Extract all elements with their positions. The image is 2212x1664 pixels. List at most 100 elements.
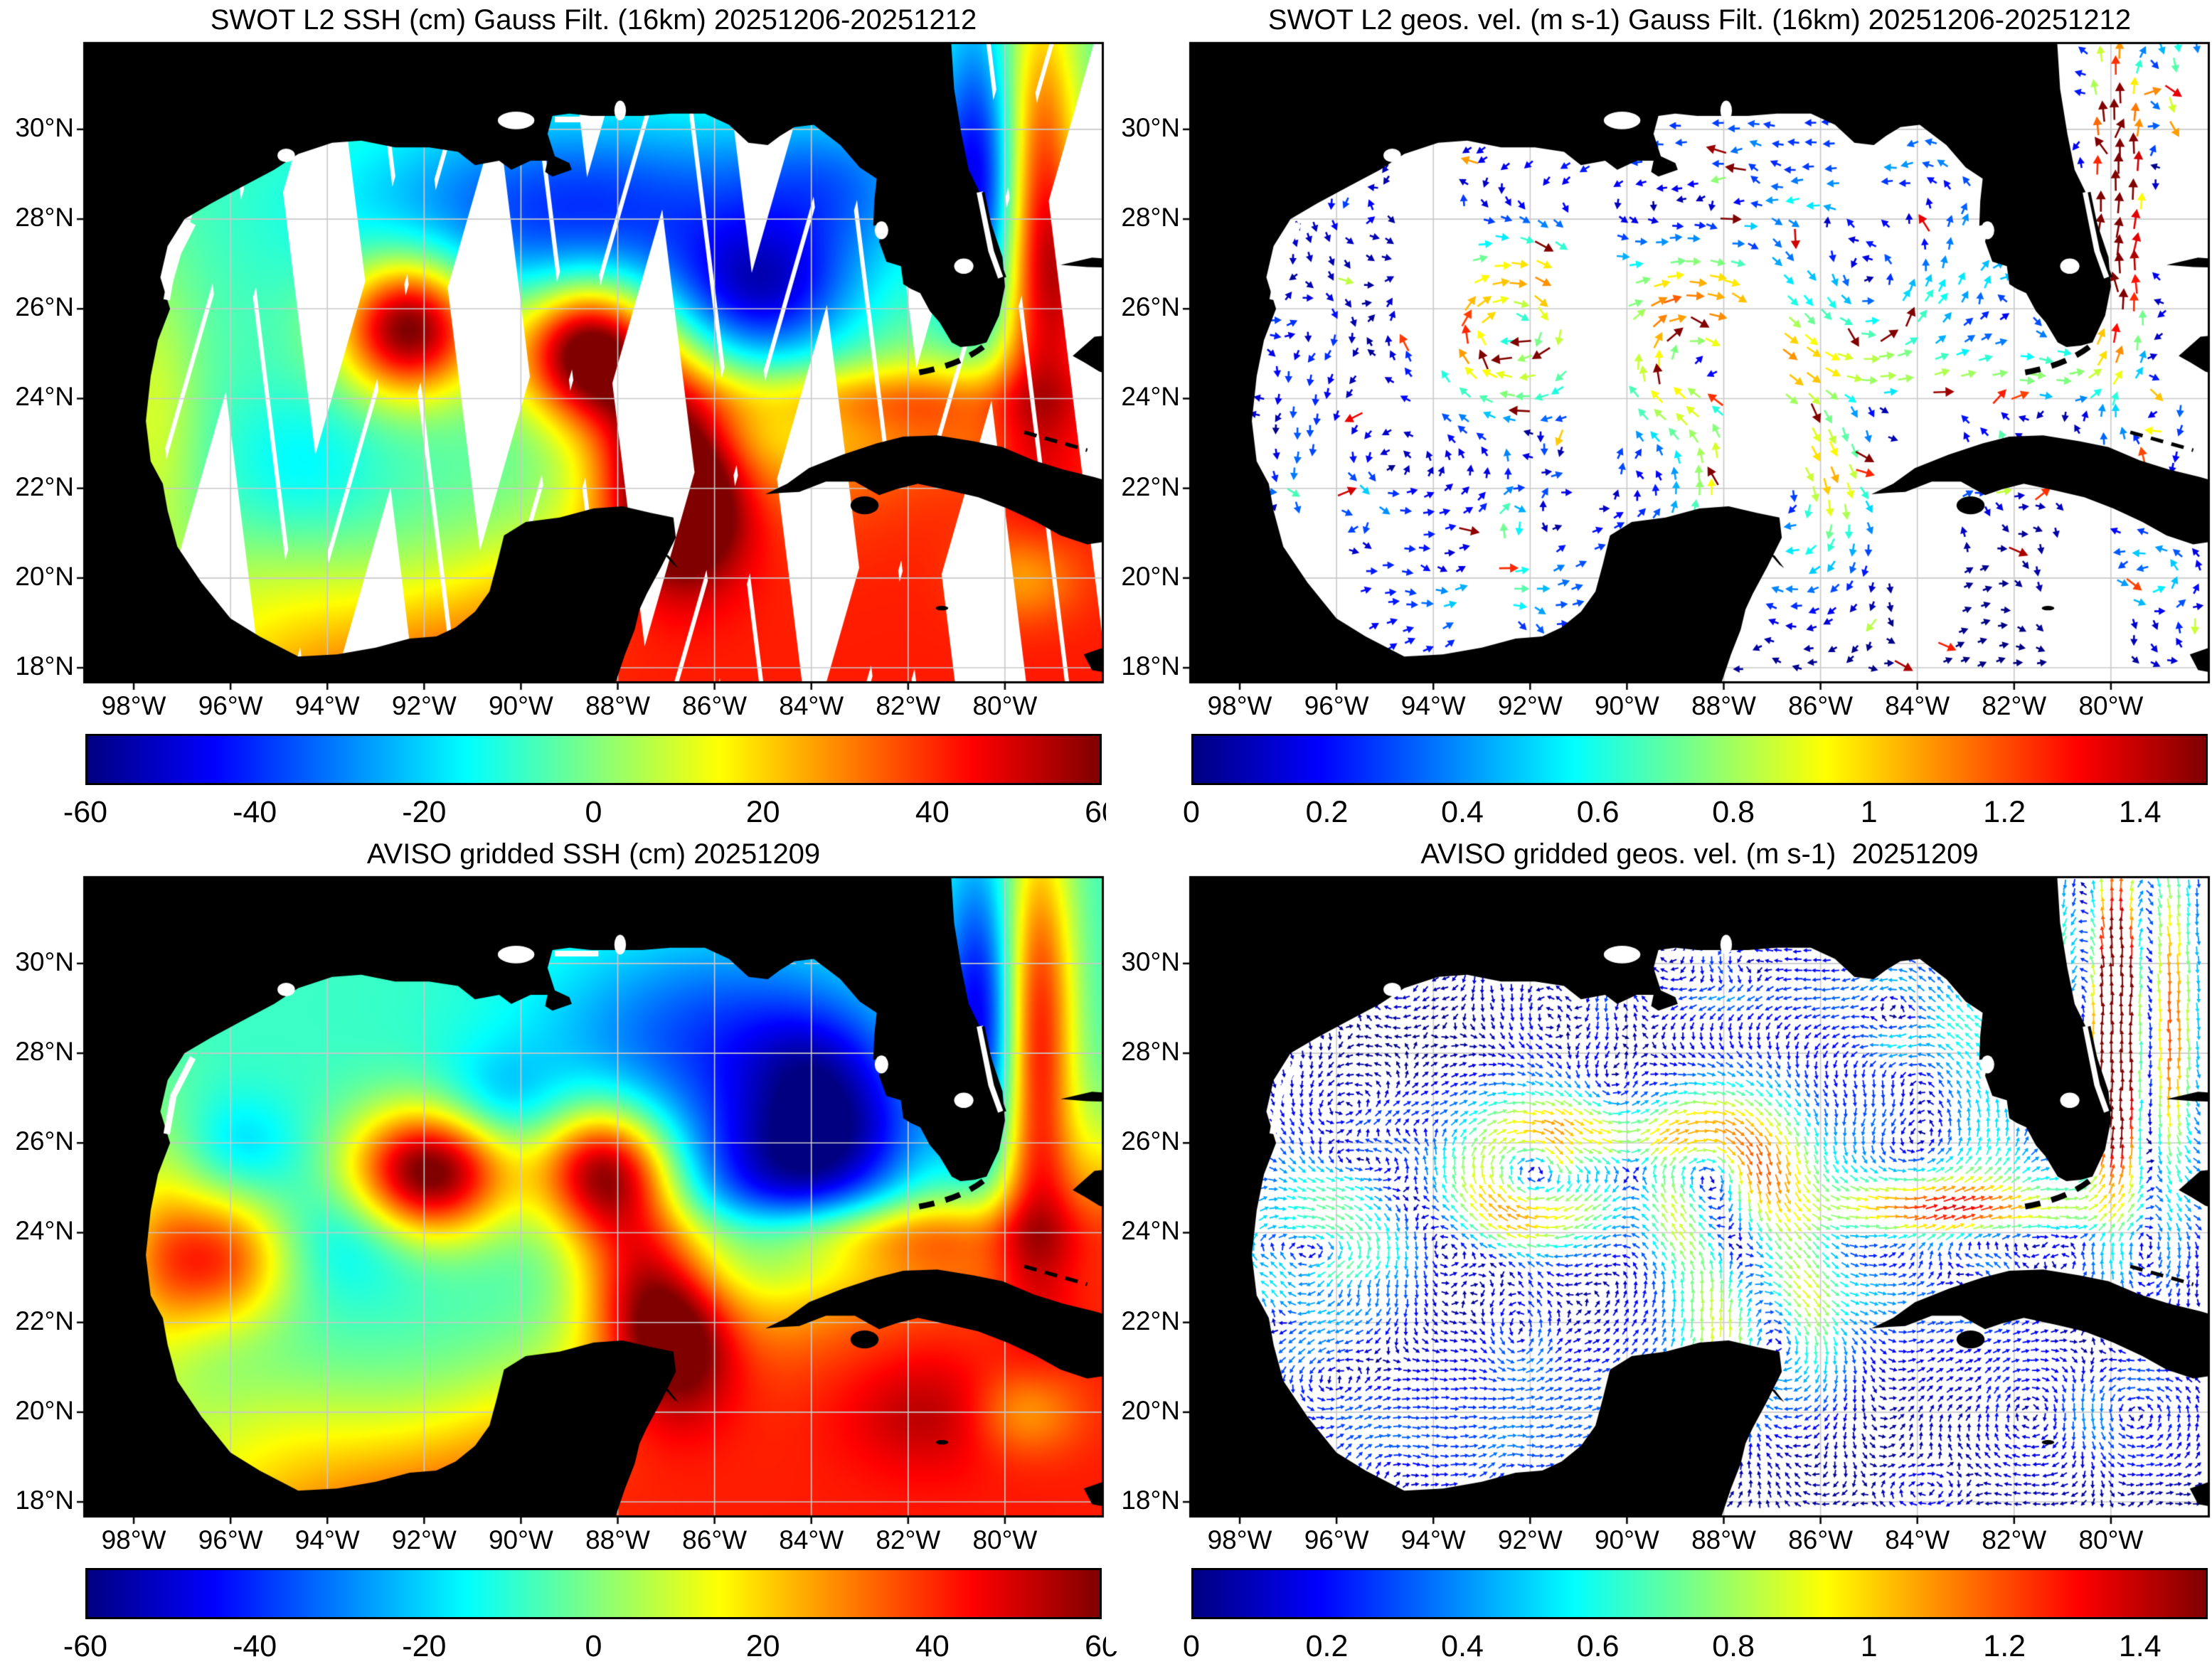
aviso-ssh-map-canvas (0, 826, 1106, 1651)
y-tick-label: 26°N (15, 1126, 74, 1156)
x-tick-label: 90°W (488, 1525, 553, 1554)
y-tick-label: 30°N (15, 112, 74, 142)
x-tick-label: 98°W (1207, 691, 1272, 720)
x-tick-label: 84°W (1885, 691, 1950, 720)
colorbar-tick-label: 0.6 (1576, 1629, 1620, 1663)
colorbar-tick-label: 20 (745, 795, 780, 829)
colorbar-ssh-swot (85, 734, 1102, 785)
y-tick-label: 30°N (1121, 946, 1180, 976)
panel-swot-ssh: SWOT L2 SSH (cm) Gauss Filt. (16km) 2025… (0, 0, 1119, 829)
x-tick-label: 94°W (1400, 1525, 1466, 1554)
x-tick-label: 94°W (294, 1525, 360, 1554)
x-tick-label: 80°W (2078, 691, 2144, 720)
y-tick-label: 20°N (15, 561, 74, 591)
colorbar-tick-label: 1 (1860, 795, 1878, 829)
panel-title-aviso-vel: AVISO gridded geos. vel. (m s-1) 2025120… (1420, 838, 1979, 870)
x-tick-label: 88°W (1691, 691, 1756, 720)
colorbar-tick-label: 0.4 (1441, 795, 1484, 829)
colorbar-tick-label: -20 (402, 795, 447, 829)
colorbar-tick-label: 0 (1183, 1629, 1200, 1663)
x-tick-label: 86°W (1788, 691, 1854, 720)
y-tick-label: 22°N (15, 1306, 74, 1335)
colorbar-tick-label: 1 (1860, 1629, 1878, 1663)
x-tick-label: 84°W (779, 1525, 844, 1554)
swot-ssh-map-canvas (0, 0, 1106, 826)
colorbar-tick-label: 20 (745, 1629, 780, 1663)
panel-title-swot-ssh: SWOT L2 SSH (cm) Gauss Filt. (16km) 2025… (210, 4, 977, 36)
colorbar-tick-label: 40 (915, 1629, 950, 1663)
x-tick-label: 90°W (1594, 1525, 1659, 1554)
panel-swot-vel: SWOT L2 geos. vel. (m s-1) Gauss Filt. (… (1106, 0, 2212, 829)
colorbar-tick-label: -60 (63, 1629, 108, 1663)
panel-title-aviso-ssh: AVISO gridded SSH (cm) 20251209 (366, 838, 821, 870)
x-tick-label: 98°W (101, 691, 166, 720)
colorbar-tick-label: 1.2 (1983, 1629, 2026, 1663)
colorbar-vel-swot (1191, 734, 2208, 785)
x-tick-label: 82°W (1982, 1525, 2047, 1554)
colorbar-tick-label: -20 (402, 1629, 447, 1663)
colorbar-vel-aviso (1191, 1568, 2208, 1619)
x-tick-label: 96°W (1304, 691, 1369, 720)
x-tick-label: 96°W (1304, 1525, 1369, 1554)
y-tick-label: 18°N (15, 1486, 74, 1515)
x-tick-label: 90°W (488, 691, 553, 720)
colorbar-tick-label: 0 (1183, 795, 1200, 829)
y-tick-label: 18°N (1121, 1486, 1180, 1515)
colorbar-tick-label: 1.4 (2118, 1629, 2162, 1663)
colorbar-tick-label: 1.4 (2118, 795, 2162, 829)
colorbar-tick-label: -60 (63, 795, 108, 829)
x-tick-label: 90°W (1594, 691, 1659, 720)
x-tick-label: 92°W (391, 1525, 457, 1554)
colorbar-tick-label: 0.8 (1712, 795, 1755, 829)
colorbar-tick-label: 1.2 (1983, 795, 2026, 829)
x-tick-label: 88°W (1691, 1525, 1756, 1554)
colorbar-tick-label: 0 (585, 1629, 602, 1663)
x-tick-label: 80°W (2078, 1525, 2144, 1554)
colorbar-tick-label: 0.2 (1305, 1629, 1349, 1663)
x-tick-label: 86°W (682, 691, 748, 720)
y-tick-label: 30°N (15, 946, 74, 976)
y-tick-label: 30°N (1121, 112, 1180, 142)
x-tick-label: 98°W (1207, 1525, 1272, 1554)
x-tick-label: 98°W (101, 1525, 166, 1554)
x-tick-label: 96°W (198, 1525, 263, 1554)
x-tick-label: 80°W (972, 1525, 1038, 1554)
colorbar-tick-label: 0 (585, 795, 602, 829)
y-tick-label: 24°N (1121, 1216, 1180, 1246)
y-tick-label: 20°N (1121, 1395, 1180, 1425)
y-tick-label: 22°N (1121, 1306, 1180, 1335)
panel-aviso-ssh: AVISO gridded SSH (cm) 20251209 98°W 96°W… (0, 826, 1119, 1663)
colorbar-tick-label: 40 (915, 795, 950, 829)
colorbar-tick-label: 0.4 (1441, 1629, 1484, 1663)
x-tick-label: 92°W (1497, 1525, 1563, 1554)
colorbar-tick-label: 0.2 (1305, 795, 1349, 829)
x-tick-label: 94°W (1400, 691, 1466, 720)
colorbar-ssh-aviso (85, 1568, 1102, 1619)
swot-vel-map-canvas (1106, 0, 2212, 826)
y-tick-label: 26°N (15, 292, 74, 322)
y-tick-label: 28°N (1121, 1037, 1180, 1067)
y-tick-label: 20°N (15, 1395, 74, 1425)
x-tick-label: 94°W (294, 691, 360, 720)
x-tick-label: 82°W (876, 691, 941, 720)
x-tick-label: 96°W (198, 691, 263, 720)
x-tick-label: 84°W (779, 691, 844, 720)
panel-aviso-vel: AVISO gridded geos. vel. (m s-1) 2025120… (1106, 826, 2212, 1663)
y-tick-label: 26°N (1121, 292, 1180, 322)
x-tick-label: 82°W (876, 1525, 941, 1554)
x-tick-label: 88°W (585, 691, 650, 720)
y-tick-label: 18°N (1121, 651, 1180, 681)
y-tick-label: 26°N (1121, 1126, 1180, 1156)
y-tick-label: 24°N (1121, 382, 1180, 412)
panel-title-swot-vel: SWOT L2 geos. vel. (m s-1) Gauss Filt. (… (1267, 4, 2132, 36)
colorbar-tick-label: -40 (233, 1629, 277, 1663)
x-tick-label: 86°W (682, 1525, 748, 1554)
aviso-vel-map-canvas (1106, 826, 2212, 1651)
y-tick-label: 28°N (15, 203, 74, 233)
x-tick-label: 92°W (1497, 691, 1563, 720)
y-tick-label: 22°N (15, 471, 74, 501)
y-tick-label: 28°N (15, 1037, 74, 1067)
y-tick-label: 22°N (1121, 471, 1180, 501)
y-tick-label: 28°N (1121, 203, 1180, 233)
